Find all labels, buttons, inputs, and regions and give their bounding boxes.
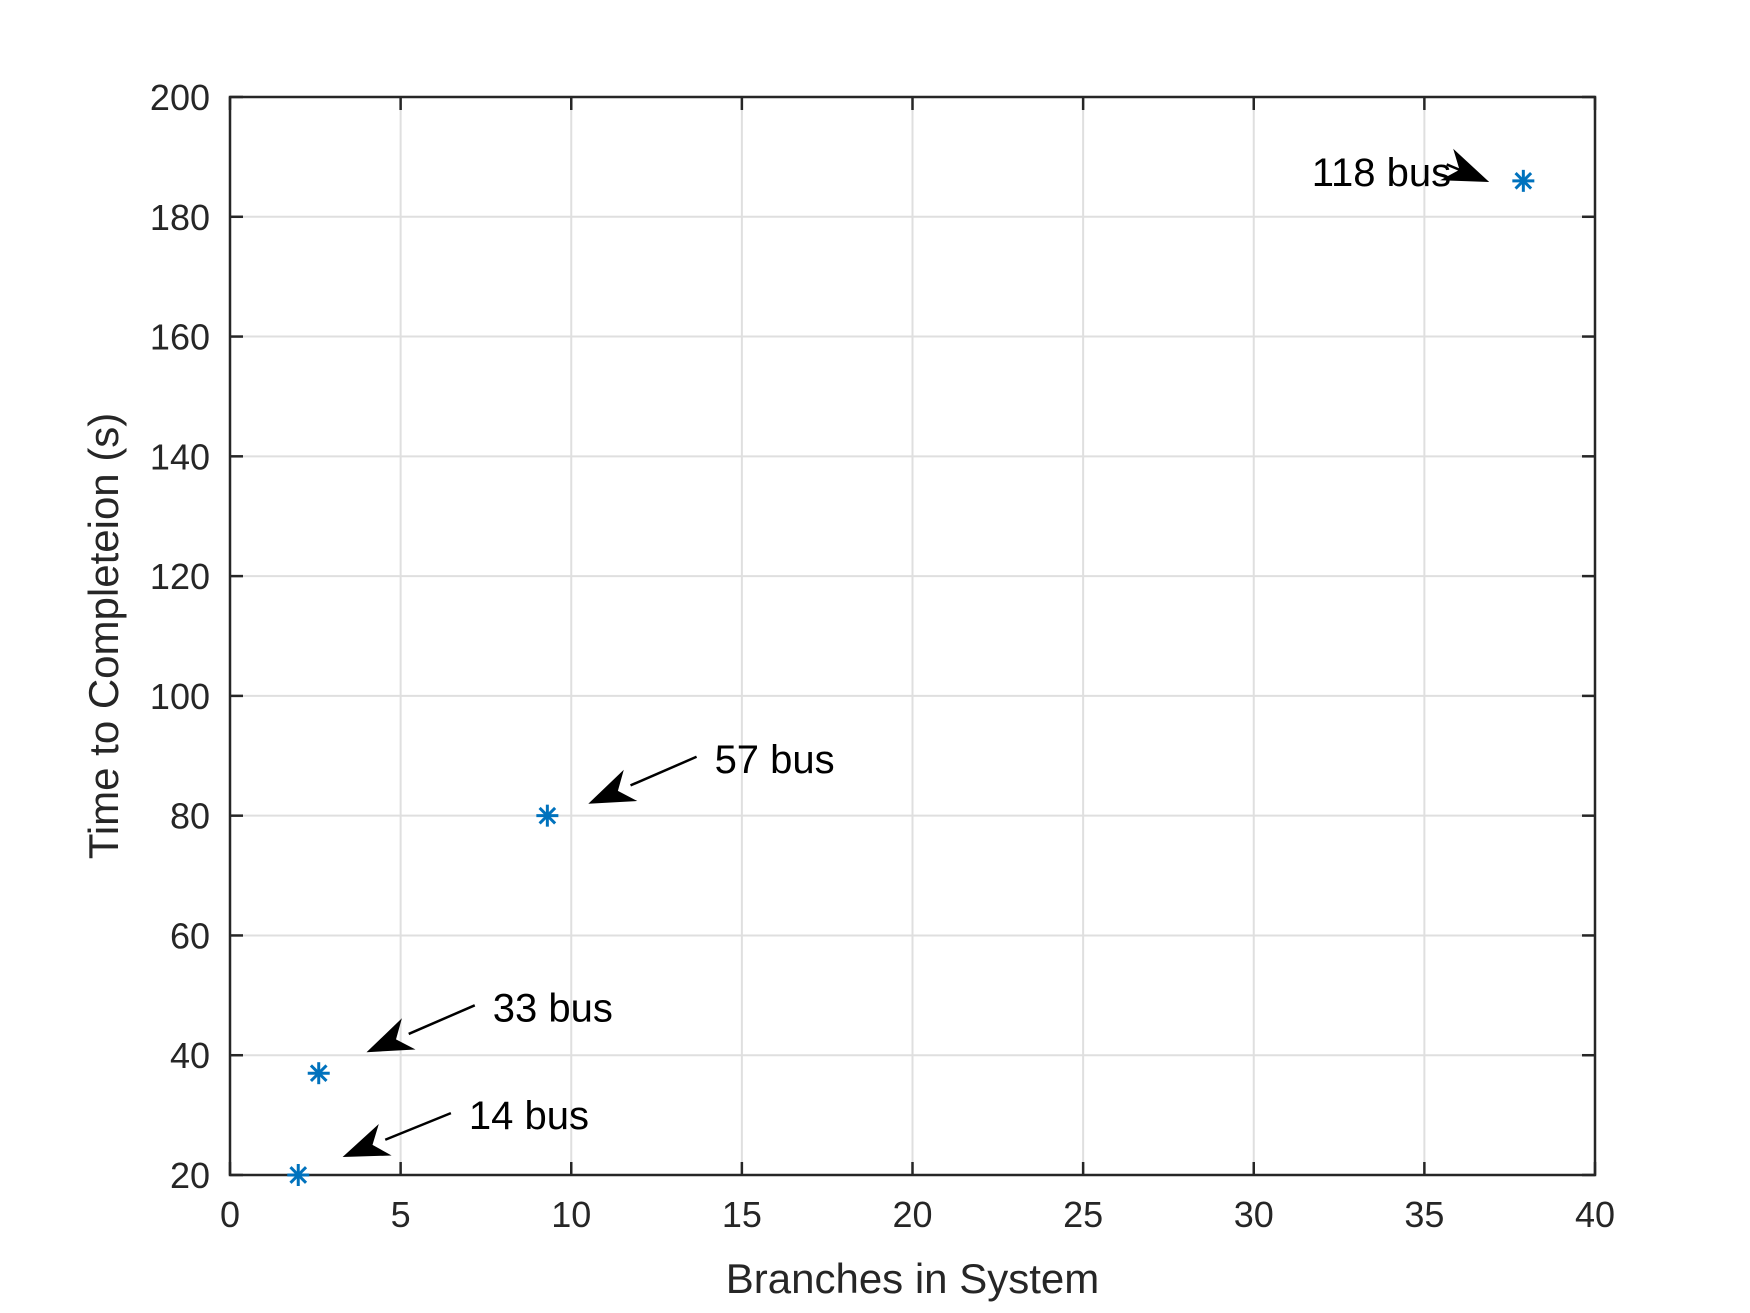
- annotation: 57 bus: [588, 738, 835, 804]
- x-tick-label: 0: [220, 1194, 240, 1235]
- data-point: [1512, 169, 1535, 192]
- annotation-label: 57 bus: [715, 738, 835, 782]
- grid-lines: [230, 97, 1595, 1175]
- arrow-shaft: [384, 1111, 452, 1141]
- arrow-head: [1440, 148, 1490, 182]
- arrow-shaft: [630, 755, 698, 787]
- y-tick-label: 40: [170, 1035, 210, 1076]
- y-tick-label: 80: [170, 796, 210, 837]
- x-tick-label: 35: [1404, 1194, 1444, 1235]
- x-tick-labels: 0 5 10 15 20 25 30 35 40: [220, 1194, 1615, 1235]
- data-point: [287, 1164, 310, 1186]
- y-tick-labels: 20 40 60 80 100 120 140 160 180 200: [150, 77, 210, 1196]
- x-tick-label: 40: [1575, 1194, 1615, 1235]
- annotation-label: 14 bus: [469, 1094, 589, 1138]
- x-tick-label: 5: [391, 1194, 411, 1235]
- x-tick-label: 30: [1234, 1194, 1274, 1235]
- annotation: 14 bus: [342, 1094, 589, 1157]
- plot-frame: [228, 95, 1597, 1177]
- y-tick-label: 60: [170, 915, 210, 956]
- x-tick-label: 20: [892, 1194, 932, 1235]
- data-points: [287, 169, 1535, 1186]
- annotations: 14 bus 33 bus 57 bus 118 bus: [342, 148, 1490, 1157]
- x-tick-label: 10: [551, 1194, 591, 1235]
- arrow-head: [342, 1124, 392, 1157]
- y-axis-label: Time to Completeion (s): [80, 413, 127, 860]
- annotation: 118 bus: [1312, 148, 1490, 195]
- y-tick-label: 20: [170, 1155, 210, 1196]
- axis-ticks: [228, 95, 1597, 1177]
- annotation-label: 33 bus: [493, 986, 613, 1030]
- data-point: [536, 804, 559, 827]
- x-tick-label: 25: [1063, 1194, 1103, 1235]
- y-tick-label: 200: [150, 77, 210, 118]
- y-tick-label: 120: [150, 556, 210, 597]
- data-point: [307, 1062, 330, 1085]
- x-tick-label: 15: [722, 1194, 762, 1235]
- annotation-label: 118 bus: [1312, 151, 1451, 195]
- arrow-shaft: [1446, 163, 1461, 172]
- annotation: 33 bus: [366, 986, 613, 1053]
- y-tick-label: 180: [150, 197, 210, 238]
- y-tick-label: 160: [150, 317, 210, 358]
- arrow-head: [588, 769, 638, 804]
- y-tick-label: 100: [150, 676, 210, 717]
- x-axis-label: Branches in System: [726, 1255, 1100, 1302]
- arrow-head: [366, 1018, 416, 1053]
- arrow-shaft: [408, 1004, 476, 1036]
- y-tick-label: 140: [150, 436, 210, 477]
